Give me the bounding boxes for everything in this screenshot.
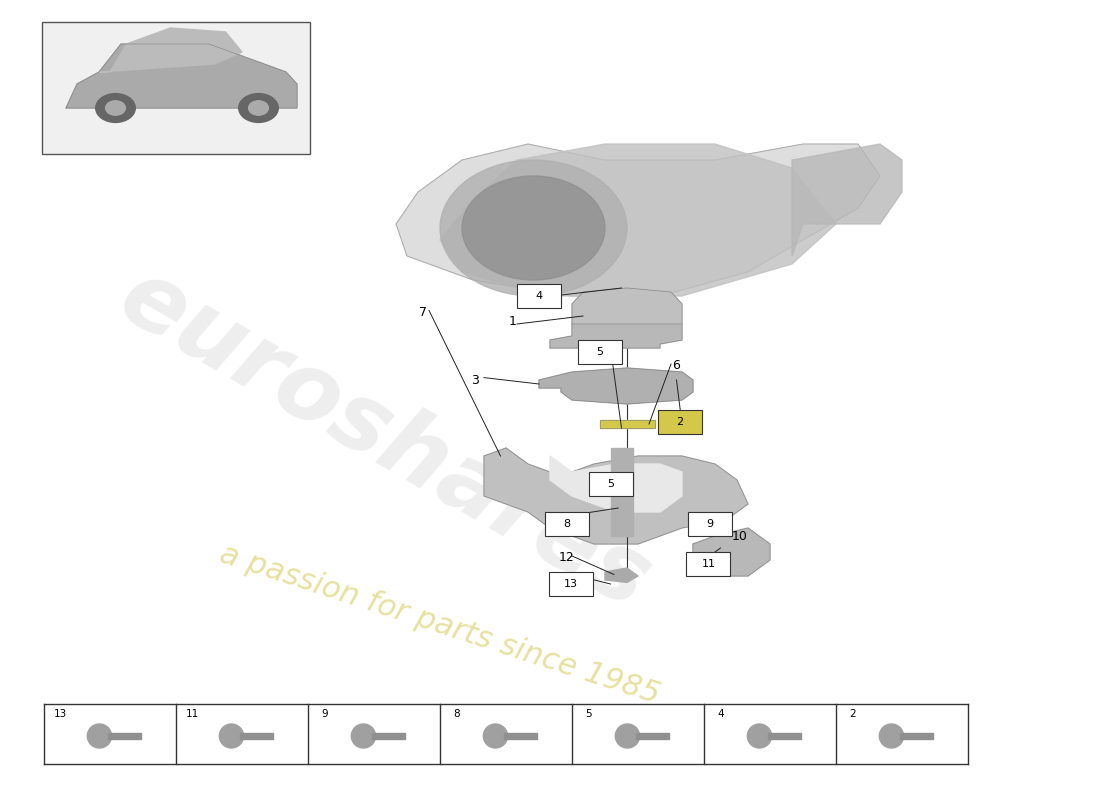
Text: euroshares: euroshares	[103, 251, 667, 629]
Polygon shape	[504, 733, 537, 739]
FancyBboxPatch shape	[544, 512, 588, 536]
Polygon shape	[900, 733, 933, 739]
FancyBboxPatch shape	[578, 340, 621, 364]
Polygon shape	[792, 144, 902, 256]
FancyBboxPatch shape	[517, 284, 561, 308]
Polygon shape	[484, 448, 748, 544]
Polygon shape	[372, 733, 405, 739]
Polygon shape	[550, 456, 682, 512]
Text: 10: 10	[732, 530, 747, 542]
Ellipse shape	[747, 724, 771, 748]
FancyBboxPatch shape	[688, 512, 732, 536]
Text: a passion for parts since 1985: a passion for parts since 1985	[217, 539, 663, 709]
Circle shape	[96, 94, 135, 122]
Text: 13: 13	[54, 710, 67, 719]
Text: 8: 8	[453, 710, 460, 719]
Polygon shape	[572, 288, 682, 324]
Text: 13: 13	[564, 579, 578, 589]
Text: 8: 8	[563, 519, 570, 529]
Circle shape	[239, 94, 278, 122]
FancyBboxPatch shape	[686, 552, 730, 576]
Text: 6: 6	[672, 359, 681, 372]
Ellipse shape	[87, 724, 111, 748]
Text: 2: 2	[676, 418, 683, 427]
Text: 1: 1	[508, 315, 517, 328]
Polygon shape	[108, 733, 141, 739]
Polygon shape	[66, 44, 297, 108]
Text: 12: 12	[559, 551, 574, 564]
Text: 4: 4	[536, 291, 542, 301]
Polygon shape	[240, 733, 273, 739]
Text: 5: 5	[596, 347, 603, 357]
Polygon shape	[610, 448, 632, 536]
Ellipse shape	[351, 724, 375, 748]
Ellipse shape	[615, 724, 639, 748]
Polygon shape	[539, 368, 693, 404]
Text: 5: 5	[607, 479, 614, 489]
Polygon shape	[550, 320, 682, 348]
Polygon shape	[768, 733, 801, 739]
Text: 9: 9	[706, 519, 713, 529]
Text: 2: 2	[849, 710, 856, 719]
Ellipse shape	[483, 724, 507, 748]
Polygon shape	[99, 28, 242, 72]
Ellipse shape	[879, 724, 903, 748]
Text: 5: 5	[585, 710, 592, 719]
Polygon shape	[600, 420, 654, 428]
FancyBboxPatch shape	[549, 572, 593, 596]
FancyBboxPatch shape	[588, 472, 632, 496]
Ellipse shape	[219, 724, 243, 748]
Polygon shape	[693, 528, 770, 576]
Circle shape	[440, 160, 627, 296]
Text: 11: 11	[702, 559, 715, 569]
Text: 7: 7	[419, 306, 428, 318]
Text: 11: 11	[186, 710, 199, 719]
Polygon shape	[396, 144, 880, 296]
Polygon shape	[605, 568, 638, 582]
Circle shape	[249, 101, 268, 115]
FancyBboxPatch shape	[658, 410, 702, 434]
Text: 3: 3	[471, 374, 480, 387]
Polygon shape	[440, 144, 836, 296]
Polygon shape	[636, 733, 669, 739]
Text: 4: 4	[717, 710, 724, 719]
Circle shape	[106, 101, 125, 115]
FancyBboxPatch shape	[42, 22, 310, 154]
Text: 9: 9	[321, 710, 328, 719]
Circle shape	[462, 176, 605, 280]
